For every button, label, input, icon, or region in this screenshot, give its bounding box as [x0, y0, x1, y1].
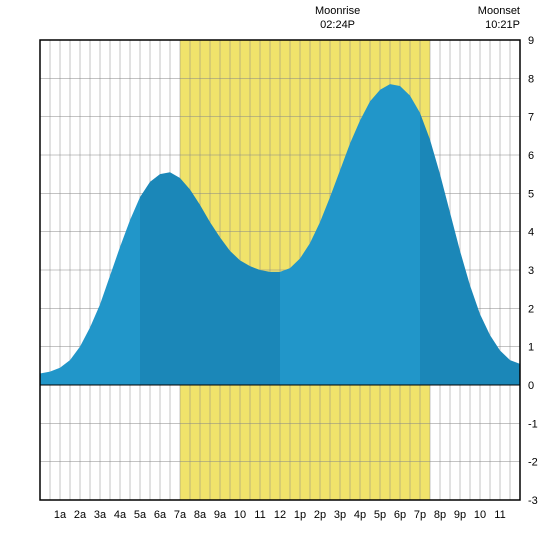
- x-tick-label: 5p: [374, 509, 386, 521]
- x-tick-label: 8a: [194, 509, 207, 521]
- x-tick-label: 3p: [334, 509, 346, 521]
- moonset-label: Moonset: [478, 5, 520, 17]
- y-tick-label: 0: [528, 380, 534, 392]
- x-tick-label: 10: [234, 509, 246, 521]
- y-tick-label: 7: [528, 112, 534, 124]
- x-tick-label: 9a: [214, 509, 227, 521]
- y-tick-label: 2: [528, 303, 534, 315]
- x-tick-label: 2p: [314, 509, 326, 521]
- x-tick-label: 7p: [414, 509, 426, 521]
- x-tick-label: 2a: [74, 509, 87, 521]
- y-tick-label: 5: [528, 188, 534, 200]
- x-tick-label: 9p: [454, 509, 466, 521]
- y-tick-label: -1: [528, 418, 538, 430]
- x-tick-label: 12: [274, 509, 286, 521]
- x-tick-label: 8p: [434, 509, 446, 521]
- x-tick-label: 5a: [134, 509, 147, 521]
- moonrise-time: 02:24P: [320, 19, 355, 31]
- x-tick-label: 6p: [394, 509, 406, 521]
- y-tick-label: 4: [528, 227, 534, 239]
- moonset-time: 10:21P: [485, 19, 520, 31]
- x-tick-label: 4a: [114, 509, 127, 521]
- tide-chart: -3-2-101234567891a2a3a4a5a6a7a8a9a101112…: [0, 0, 550, 550]
- x-tick-label: 4p: [354, 509, 366, 521]
- y-tick-label: -3: [528, 495, 538, 507]
- x-tick-label: 6a: [154, 509, 167, 521]
- x-tick-label: 1p: [294, 509, 306, 521]
- x-tick-label: 11: [254, 509, 265, 521]
- x-tick-label: 11: [494, 509, 505, 521]
- x-tick-label: 10: [474, 509, 486, 521]
- y-tick-label: 1: [528, 342, 534, 354]
- y-tick-label: 8: [528, 73, 534, 85]
- y-tick-label: 3: [528, 265, 534, 277]
- y-tick-label: 6: [528, 150, 534, 162]
- x-tick-label: 1a: [54, 509, 67, 521]
- y-tick-label: -2: [528, 457, 538, 469]
- x-tick-label: 3a: [94, 509, 107, 521]
- y-tick-label: 9: [528, 35, 534, 47]
- x-tick-label: 7a: [174, 509, 187, 521]
- chart-svg: -3-2-101234567891a2a3a4a5a6a7a8a9a101112…: [0, 0, 550, 550]
- moonrise-label: Moonrise: [315, 5, 360, 17]
